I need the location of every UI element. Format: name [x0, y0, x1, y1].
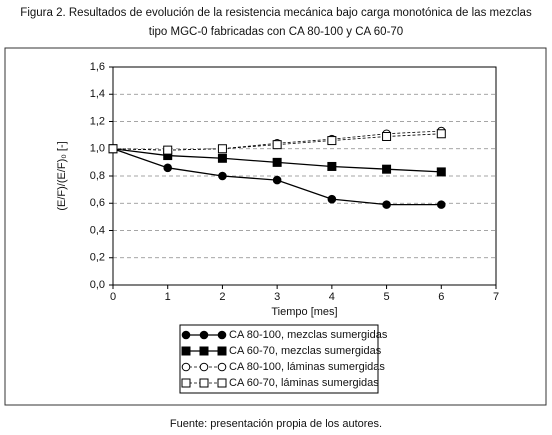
- y-axis-label: (E/F)/(E/F)₀ [-]: [56, 141, 68, 210]
- marker: [163, 163, 173, 173]
- legend-marker: [199, 378, 209, 388]
- chart-title: Figura 2. Resultados de evolución de la …: [20, 7, 532, 19]
- plot-area: [112, 66, 497, 286]
- marker: [272, 140, 282, 150]
- y-tick-label: 0,6: [90, 197, 105, 209]
- legend-marker: [181, 330, 191, 340]
- y-tick-label: 1,4: [90, 88, 105, 100]
- legend-marker: [181, 378, 191, 388]
- marker: [382, 200, 391, 209]
- legend-label: CA 80-100, mezclas sumergidas: [229, 329, 388, 341]
- legend-marker: [217, 330, 227, 340]
- marker: [217, 153, 227, 163]
- marker: [327, 136, 337, 146]
- legend-marker: [199, 346, 209, 356]
- marker: [436, 129, 446, 139]
- marker: [218, 171, 227, 181]
- legend-label: CA 60-70, mezclas sumergidas: [229, 345, 382, 357]
- y-tick-label: 0,8: [90, 170, 105, 182]
- x-tick-label: 1: [165, 291, 171, 303]
- marker: [217, 144, 227, 154]
- marker: [108, 144, 118, 154]
- legend-marker: [217, 346, 227, 356]
- marker: [382, 164, 392, 174]
- marker: [327, 194, 337, 204]
- y-tick-label: 0,0: [90, 279, 105, 291]
- marker: [272, 175, 282, 185]
- legend-marker: [181, 346, 191, 356]
- y-tick-label: 0,2: [90, 252, 105, 264]
- marker: [163, 145, 173, 155]
- x-tick-label: 4: [329, 291, 335, 303]
- marker: [382, 131, 392, 141]
- chart-subtitle: tipo MGC-0 fabricadas con CA 80-100 y CA…: [149, 26, 403, 38]
- x-tick-label: 7: [493, 291, 499, 303]
- legend-marker: [217, 362, 227, 372]
- x-tick-label: 3: [274, 291, 280, 303]
- legend-marker: [199, 330, 209, 340]
- x-tick-label: 6: [438, 291, 444, 303]
- y-tick-label: 1,2: [90, 115, 105, 127]
- marker: [327, 161, 337, 171]
- marker: [436, 167, 446, 177]
- legend-label: CA 80-100, láminas sumergidas: [229, 361, 385, 373]
- chart-frame: [4, 47, 547, 406]
- marker: [436, 200, 446, 209]
- y-tick-label: 1,6: [90, 61, 105, 73]
- marker: [272, 157, 282, 167]
- x-tick-label: 0: [110, 291, 116, 303]
- y-tick-label: 1,0: [90, 143, 105, 155]
- x-tick-label: 5: [384, 291, 390, 303]
- x-axis-label: Tiempo [mes]: [271, 306, 337, 318]
- legend-marker: [199, 362, 209, 372]
- source-note: Fuente: presentación propia de los autor…: [170, 418, 382, 430]
- legend-marker: [181, 362, 191, 372]
- y-tick-label: 0,4: [90, 224, 105, 236]
- legend-label: CA 60-70, láminas sumergidas: [229, 377, 379, 389]
- x-tick-label: 2: [219, 291, 225, 303]
- legend-marker: [217, 378, 227, 388]
- legend-box: [179, 324, 379, 394]
